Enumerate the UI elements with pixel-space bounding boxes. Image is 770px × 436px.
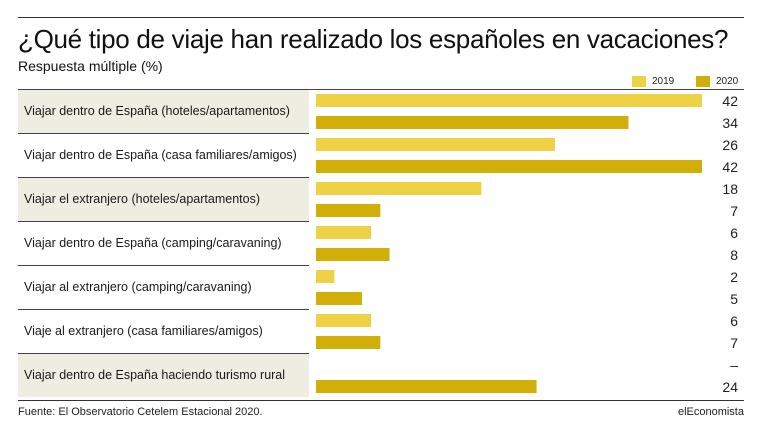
value-label-2020: 24	[722, 379, 738, 395]
category-label: Viaje al extranjero (casa familiares/ami…	[24, 324, 263, 338]
value-label-2019: 42	[722, 93, 738, 109]
bar-2020	[316, 204, 381, 217]
value-label-2019: 18	[722, 181, 738, 197]
value-label-2019: 6	[730, 225, 738, 241]
bar-2020	[316, 116, 629, 129]
legend-label-2020: 2020	[716, 75, 739, 87]
rows-top-rule	[18, 89, 744, 90]
bar-2019	[316, 182, 482, 195]
bar-2019	[316, 226, 372, 239]
legend-item-2019: 2019	[632, 74, 674, 88]
value-label-2020: 5	[730, 291, 738, 307]
brand-label: elEconomista	[677, 406, 744, 418]
bar-area	[309, 266, 744, 309]
value-label-2019: 2	[730, 269, 738, 285]
bar-2020	[316, 248, 390, 261]
chart-row: Viajar al extranjero (camping/caravaning…	[18, 266, 744, 310]
row-separator	[18, 177, 309, 178]
bar-2020	[316, 380, 537, 393]
value-label-2019: 26	[722, 137, 738, 153]
row-separator	[18, 265, 309, 266]
chart-title: ¿Qué tipo de viaje han realizado los esp…	[18, 24, 729, 54]
value-label-2020: 7	[730, 335, 738, 351]
value-label-2020: 7	[730, 203, 738, 219]
top-rule	[18, 17, 744, 18]
bar-2020	[316, 336, 381, 349]
chart-subtitle: Respuesta múltiple (%)	[18, 58, 163, 74]
value-label-2020: 34	[722, 115, 738, 131]
category-label: Viajar al extranjero (camping/caravaning…	[24, 280, 252, 294]
bar-2019	[316, 138, 555, 151]
row-separator	[18, 309, 309, 310]
bar-2019	[316, 314, 372, 327]
bar-2020	[316, 160, 702, 173]
row-separator	[18, 221, 309, 222]
category-label: Viajar el extranjero (hoteles/apartament…	[24, 192, 261, 206]
chart-row: Viaje al extranjero (casa familiares/ami…	[18, 310, 744, 354]
row-separator	[18, 353, 309, 354]
row-separator	[18, 133, 309, 134]
bottom-rule	[18, 400, 744, 401]
bar-area	[309, 310, 744, 353]
value-label-2020: 42	[722, 159, 738, 175]
category-label: Viajar dentro de España (hoteles/apartam…	[24, 104, 290, 118]
bar-2020	[316, 292, 362, 305]
bar-2019	[316, 270, 335, 283]
legend-item-2020: 2020	[696, 74, 738, 88]
bar-2019	[316, 94, 702, 107]
value-label-2019: 6	[730, 313, 738, 329]
legend-swatch-2020	[696, 75, 710, 87]
value-label-2020: 8	[730, 247, 738, 263]
category-label: Viajar dentro de España (camping/caravan…	[24, 236, 282, 250]
legend-label-2019: 2019	[652, 75, 675, 87]
source-note: Fuente: El Observatorio Cetelem Estacion…	[18, 406, 263, 418]
category-label: Viajar dentro de España (casa familiares…	[24, 148, 297, 162]
legend-swatch-2019	[632, 75, 646, 87]
category-label: Viajar dentro de España haciendo turismo…	[24, 368, 286, 382]
value-label-2019: –	[730, 357, 738, 373]
